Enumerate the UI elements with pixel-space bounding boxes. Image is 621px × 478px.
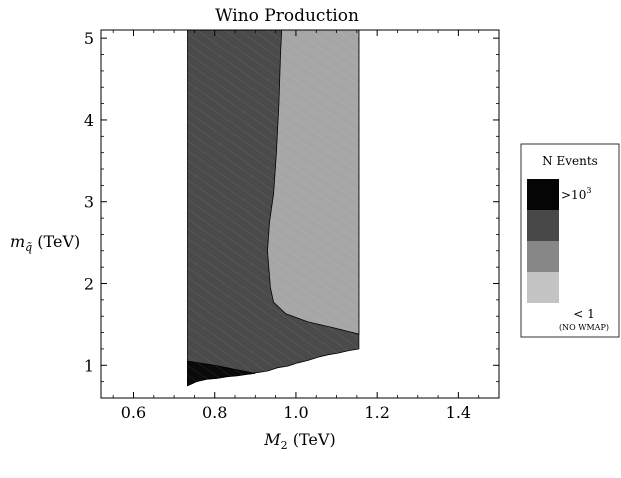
legend-swatch bbox=[527, 272, 559, 303]
y-axis-label-main: m bbox=[10, 232, 25, 251]
y-tick-label: 4 bbox=[84, 111, 94, 130]
y-tick-label: 1 bbox=[84, 356, 94, 375]
legend-bottom-note: (NO WMAP) bbox=[559, 323, 609, 332]
y-axis-label-sub: q̃ bbox=[25, 241, 32, 254]
x-tick-label: 1.4 bbox=[446, 403, 471, 422]
legend-swatches bbox=[527, 179, 559, 303]
x-axis-label-unit: (TeV) bbox=[288, 430, 336, 449]
y-tick-label: 3 bbox=[84, 193, 94, 212]
legend-swatch bbox=[527, 210, 559, 241]
chart-title: Wino Production bbox=[215, 6, 359, 26]
x-axis-label-sub: 2 bbox=[281, 439, 288, 452]
region-light-texture bbox=[267, 30, 359, 335]
legend: N Events >103 < 1 (NO WMAP) bbox=[520, 143, 620, 338]
x-tick-label: 0.6 bbox=[121, 403, 146, 422]
contour-regions bbox=[187, 29, 360, 387]
y-tick-label: 2 bbox=[84, 275, 94, 294]
legend-swatch bbox=[527, 241, 559, 272]
legend-bottom-label: < 1 bbox=[573, 307, 595, 321]
region-black-texture bbox=[187, 361, 256, 386]
x-tick-label: 1.2 bbox=[364, 403, 389, 422]
legend-top-label-base: >10 bbox=[561, 188, 586, 202]
x-axis-label-main: M bbox=[263, 430, 281, 449]
legend-title: N Events bbox=[542, 154, 598, 168]
legend-swatch bbox=[527, 179, 559, 210]
x-axis-label: M2 (TeV) bbox=[263, 430, 335, 452]
y-tick-label: 5 bbox=[84, 29, 94, 48]
y-axis-label-unit: (TeV) bbox=[32, 232, 80, 251]
x-tick-label: 0.8 bbox=[202, 403, 227, 422]
x-tick-label: 1.0 bbox=[283, 403, 308, 422]
y-axis-ticks: 1 2 3 4 5 bbox=[84, 29, 499, 399]
legend-top-label-sup: 3 bbox=[586, 186, 591, 195]
x-axis-ticks: 0.6 0.8 1.0 1.2 1.4 bbox=[112, 30, 480, 422]
plot-frame bbox=[100, 29, 500, 399]
y-axis-label: mq̃ (TeV) bbox=[10, 232, 80, 254]
legend-top-label: >103 bbox=[561, 186, 591, 202]
